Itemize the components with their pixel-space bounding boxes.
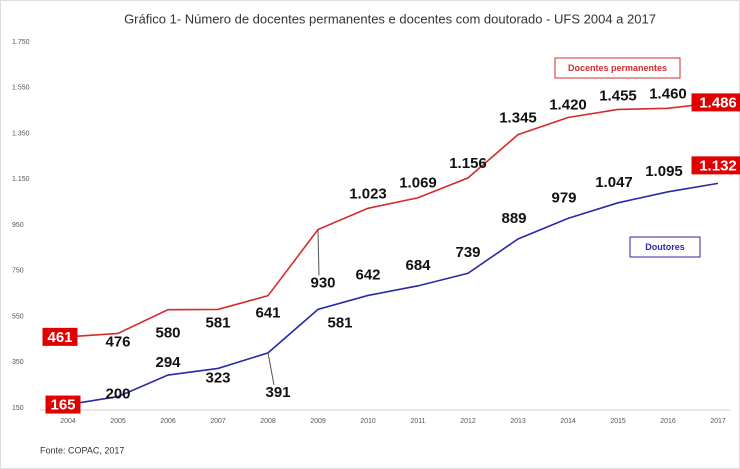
leader: [267, 352, 275, 385]
y-tick-label: 1.550: [12, 85, 30, 92]
data-label: 1.345: [499, 110, 537, 127]
line: [67, 101, 719, 338]
legend-box: [629, 236, 701, 258]
legend-box: [554, 57, 681, 79]
data-label: 1.047: [595, 174, 633, 191]
y-tick-label: 950: [12, 222, 24, 229]
y-tick-label: 1.750: [12, 39, 30, 46]
x-tick-label: 2004: [60, 418, 76, 425]
data-label: 294: [155, 354, 181, 371]
x-tick-label: 2016: [660, 418, 676, 425]
label-box: [691, 156, 740, 175]
x-tick-label: 2010: [360, 418, 376, 425]
x-tick-label: 2006: [160, 418, 176, 425]
data-label: 1.455: [599, 87, 637, 104]
y-tick-label: 750: [12, 268, 24, 275]
data-label: 641: [255, 305, 280, 322]
data-label: 889: [501, 210, 526, 227]
data-label: 200: [105, 386, 130, 403]
x-tick-label: 2012: [460, 418, 476, 425]
data-label: 580: [155, 325, 180, 342]
chart-title: Gráfico 1- Número de docentes permanente…: [124, 11, 656, 26]
data-label: 1.095: [645, 163, 683, 180]
data-label: 1.023: [349, 185, 387, 202]
x-tick-label: 2011: [410, 418, 425, 425]
x-tick-label: 2014: [560, 418, 576, 425]
x-tick-label: 2009: [310, 418, 326, 425]
x-tick-label: 2015: [610, 418, 626, 425]
y-tick-label: 1.350: [12, 130, 30, 137]
data-label: 581: [205, 314, 230, 331]
label-box: [691, 93, 740, 112]
leader: [317, 229, 320, 276]
data-label: 979: [551, 189, 576, 206]
y-tick-label: 150: [12, 405, 24, 412]
data-label: 165: [50, 397, 75, 414]
data-label: 930: [310, 275, 335, 292]
x-tick-label: 2013: [510, 418, 526, 425]
data-label: 323: [205, 369, 230, 386]
data-label: 391: [265, 384, 290, 401]
x-tick-label: 2017: [710, 418, 726, 425]
data-label: 1.420: [549, 96, 587, 113]
y-tick-label: 1.150: [12, 176, 30, 183]
x-tick-label: 2005: [110, 418, 126, 425]
line: [67, 182, 719, 406]
label-box: [42, 327, 78, 346]
data-label: 739: [455, 244, 480, 261]
data-label: 1.486: [699, 94, 737, 111]
data-label: 461: [47, 329, 72, 346]
data-label: 581: [327, 314, 352, 331]
legend-label: Doutores: [645, 242, 685, 252]
data-label: 642: [355, 266, 380, 283]
y-tick-label: 550: [12, 313, 24, 320]
source: Fonte: COPAC, 2017: [40, 445, 124, 455]
x-tick-label: 2008: [260, 418, 276, 425]
data-label: 1.069: [399, 175, 437, 192]
legend-label: Docentes permanentes: [568, 63, 667, 73]
x-tick-label: 2007: [210, 418, 226, 425]
data-label: 684: [405, 257, 431, 274]
y-tick-label: 350: [12, 359, 24, 366]
data-label: 1.156: [449, 155, 487, 172]
data-label: 476: [105, 333, 130, 350]
label-box: [45, 395, 81, 414]
data-label: 1.460: [649, 85, 687, 102]
data-label: 1.132: [699, 157, 737, 174]
